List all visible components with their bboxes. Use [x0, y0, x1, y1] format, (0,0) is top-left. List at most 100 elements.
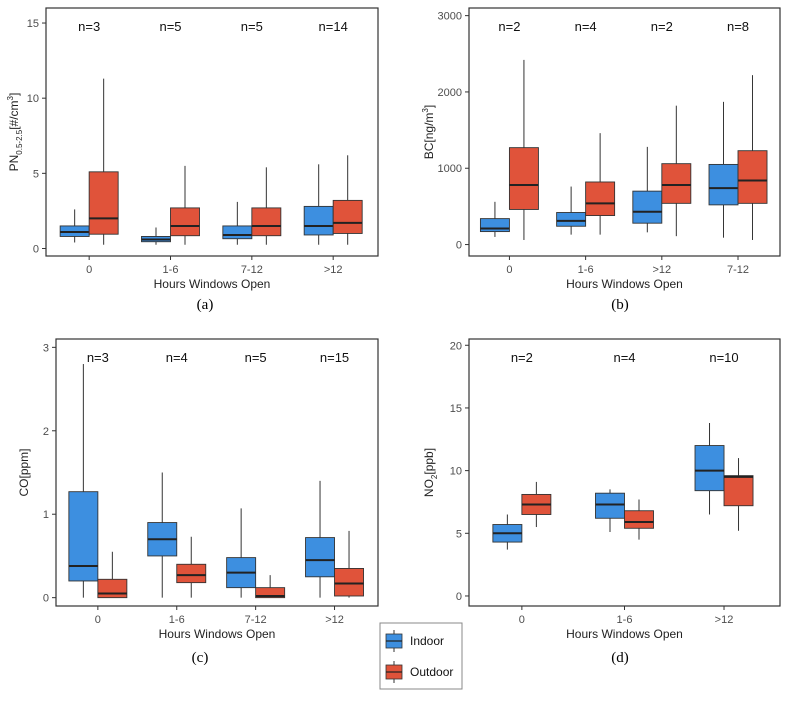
iqr-box — [723, 475, 754, 507]
panel-caption: (a) — [197, 297, 214, 313]
x-tick-label: >12 — [324, 264, 343, 276]
x-tick-label: 0 — [95, 614, 101, 626]
iqr-box — [694, 445, 725, 492]
iqr-box — [508, 147, 539, 210]
x-tick-label: 1-6 — [163, 264, 179, 276]
iqr-box — [88, 171, 119, 235]
indoor-box — [556, 186, 587, 235]
panel-b: 0 1000 2000 3000 BC[ng/m3] 0 n=2 1-6 n=4 >12 n=2 7-… — [421, 7, 781, 313]
iqr-box — [251, 207, 282, 237]
iqr-box — [68, 491, 99, 582]
outdoor-box — [170, 165, 200, 245]
panel-a: 0 5 10 15 PN0.5-2.5[#/cm3] 0 n=3 1-6 n=5 7-12 n=5 >… — [6, 7, 379, 313]
iqr-box — [585, 181, 616, 217]
outdoor-box — [723, 458, 754, 531]
legend-item-indoor: Indoor — [385, 630, 444, 652]
outdoor-box — [251, 167, 282, 245]
indoor-box — [694, 422, 725, 515]
x-tick-label: 0 — [519, 614, 525, 626]
n-count-label: n=4 — [166, 350, 188, 365]
iqr-box — [479, 218, 510, 233]
legend-label-indoor: Indoor — [410, 634, 444, 648]
y-tick-label: 10 — [27, 93, 39, 105]
iqr-box — [170, 207, 200, 237]
outdoor-box — [585, 133, 616, 235]
y-tick-label: 0 — [456, 240, 462, 252]
outdoor-box — [255, 575, 286, 599]
indoor-box — [68, 364, 99, 598]
x-tick-label: 1-6 — [617, 614, 633, 626]
panel-caption: (d) — [611, 650, 629, 666]
plot-frame — [55, 338, 379, 607]
iqr-box — [255, 587, 286, 599]
iqr-box — [305, 537, 335, 578]
n-count-label: n=4 — [613, 350, 635, 365]
n-count-label: n=5 — [241, 19, 263, 34]
iqr-box — [624, 510, 654, 529]
indoor-box — [59, 209, 90, 243]
x-tick-label: >12 — [652, 264, 671, 276]
y-tick-label: 1000 — [438, 163, 462, 175]
outdoor-box — [737, 75, 768, 240]
panel-caption: (c) — [192, 650, 209, 666]
outdoor-box — [332, 155, 363, 245]
n-count-label: n=3 — [78, 19, 100, 34]
plot-frame — [468, 338, 781, 607]
y-tick-label: 2000 — [438, 87, 462, 99]
y-axis-label: CO[ppm] — [17, 448, 31, 496]
panel-caption: (b) — [611, 297, 629, 313]
n-count-label: n=5 — [159, 19, 181, 34]
indoor-box — [595, 489, 625, 533]
y-tick-label: 3000 — [438, 11, 462, 23]
outdoor-box — [334, 530, 364, 598]
outdoor-box — [521, 481, 552, 528]
iqr-box — [222, 225, 253, 240]
y-axis-label: NO2[ppb] — [422, 448, 439, 497]
y-tick-label: 5 — [456, 528, 462, 540]
y-tick-label: 15 — [450, 403, 462, 415]
iqr-box — [708, 163, 739, 206]
y-tick-label: 15 — [27, 18, 39, 30]
n-count-label: n=2 — [498, 19, 520, 34]
x-tick-label: 1-6 — [578, 264, 594, 276]
n-count-label: n=2 — [511, 350, 533, 365]
indoor-box — [147, 472, 178, 598]
iqr-box — [556, 212, 587, 227]
indoor-box — [303, 164, 334, 245]
y-tick-label: 0 — [456, 591, 462, 603]
iqr-box — [332, 199, 363, 234]
iqr-box — [97, 578, 128, 599]
outdoor-box — [97, 551, 128, 599]
n-count-label: n=10 — [709, 350, 738, 365]
y-axis-label: BC[ng/m3] — [421, 105, 436, 159]
x-tick-label: 0 — [86, 264, 92, 276]
panel-c: 0 1 2 3 CO[ppm] 0 n=3 1-6 n=4 7-12 n=5 >12 n=15 Hours… — [17, 338, 379, 666]
iqr-box — [303, 205, 334, 236]
x-tick-label: >12 — [715, 614, 734, 626]
x-tick-label: 7-12 — [241, 264, 263, 276]
n-count-label: n=5 — [245, 350, 267, 365]
outdoor-box — [508, 59, 539, 240]
n-count-label: n=8 — [727, 19, 749, 34]
y-tick-label: 0 — [43, 593, 49, 605]
x-axis-title: Hours Windows Open — [159, 627, 276, 641]
indoor-box — [226, 508, 257, 598]
y-axis-label: PN0.5-2.5[#/cm3] — [6, 93, 24, 172]
indoor-box — [141, 227, 171, 245]
n-count-label: n=3 — [87, 350, 109, 365]
x-tick-label: 7-12 — [727, 264, 749, 276]
iqr-box — [334, 568, 364, 597]
plot-frame — [468, 7, 781, 257]
outdoor-box — [624, 499, 654, 540]
x-axis-title: Hours Windows Open — [566, 627, 683, 641]
n-count-label: n=4 — [575, 19, 597, 34]
iqr-box — [176, 563, 207, 584]
n-count-label: n=14 — [319, 19, 348, 34]
y-tick-label: 5 — [33, 168, 39, 180]
y-tick-label: 20 — [450, 340, 462, 352]
indoor-box — [632, 146, 663, 233]
indoor-box — [305, 480, 335, 598]
y-tick-label: 0 — [33, 243, 39, 255]
outdoor-box — [88, 78, 119, 245]
